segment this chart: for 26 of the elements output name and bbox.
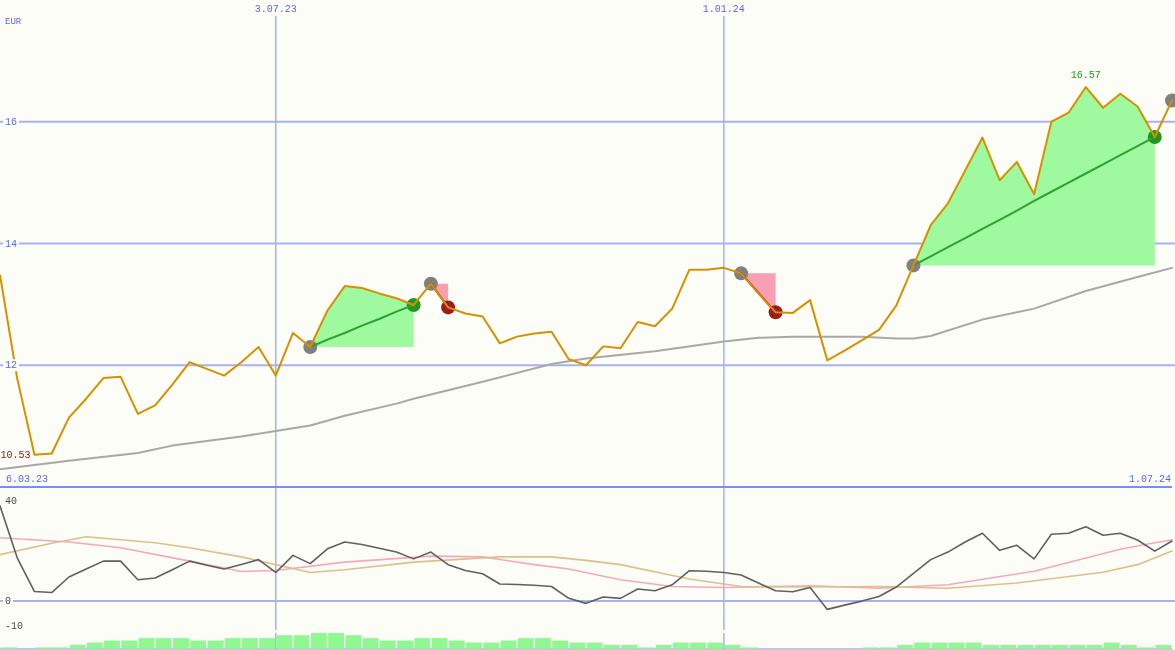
y-axis-title: EUR xyxy=(5,17,22,27)
line-series xyxy=(0,86,1173,456)
y-tick-label: 12 xyxy=(5,359,18,371)
bar xyxy=(1086,645,1103,649)
data-label: 10.53 xyxy=(0,449,31,461)
annotation: 6.03.23 xyxy=(6,474,49,485)
annotation: 1.07.24 xyxy=(1128,474,1171,485)
x-tick-label: 1.01.24 xyxy=(702,4,745,15)
y-tick-label: -10 xyxy=(5,620,24,632)
y-tick-label: 40 xyxy=(5,495,18,507)
y-tick-label: 0 xyxy=(5,595,12,607)
y-tick-label: 14 xyxy=(5,238,18,249)
bar xyxy=(1017,645,1034,649)
bar xyxy=(207,640,224,649)
bar xyxy=(431,638,448,649)
bar xyxy=(69,645,86,649)
bar xyxy=(362,638,379,649)
bar xyxy=(138,638,155,649)
bar xyxy=(500,640,517,649)
line-series xyxy=(0,505,1173,611)
data-label: 16.57 xyxy=(1070,70,1101,82)
y-tick-label: 16 xyxy=(5,116,18,128)
x-tick-label: 3.07.23 xyxy=(254,4,297,15)
bar xyxy=(655,645,672,649)
line-series xyxy=(0,266,1173,471)
bar xyxy=(724,645,741,649)
